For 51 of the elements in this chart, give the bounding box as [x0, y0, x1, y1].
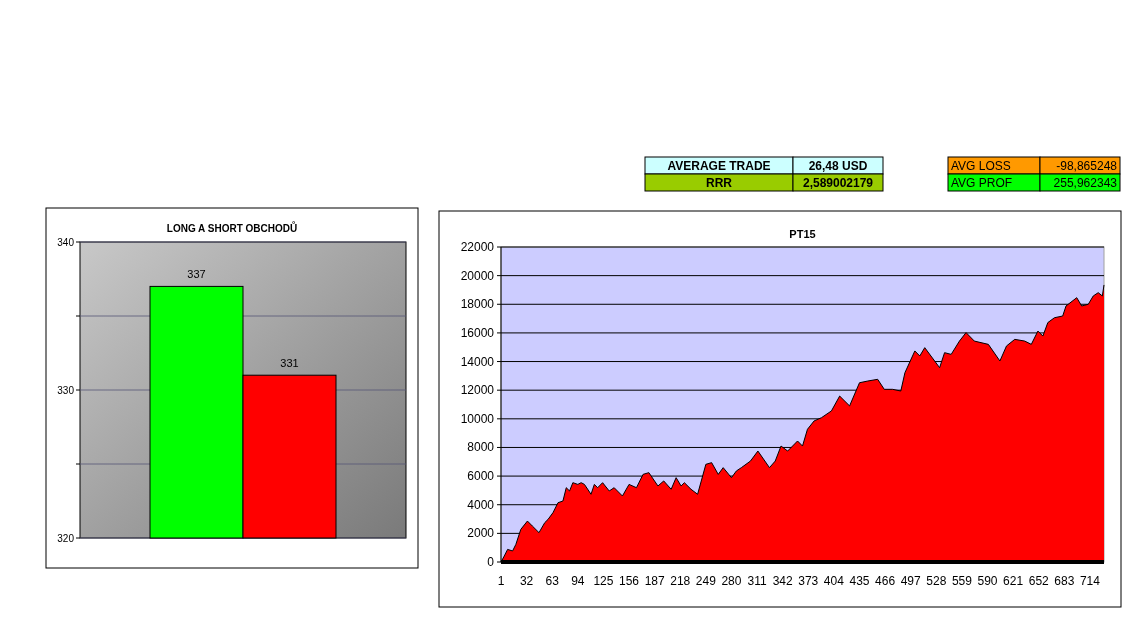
data-label: 337 [187, 268, 206, 281]
x-tick-label: 404 [823, 574, 845, 588]
text: RRR [706, 176, 733, 190]
x-tick-label: 187 [644, 574, 665, 588]
x-tick-label: 218 [670, 574, 691, 588]
y-tick-label: 4000 [467, 497, 495, 512]
y-tick-label: 320 [57, 533, 75, 544]
y-tick-label: 12000 [460, 383, 495, 398]
y-tick-label: 0 [487, 555, 495, 569]
text: 255,962343 [1053, 176, 1118, 190]
y-tick-label: 340 [57, 237, 75, 248]
x-tick-label: 714 [1079, 574, 1101, 588]
x-tick-label: 435 [849, 574, 870, 588]
x-tick-label: 590 [977, 574, 998, 588]
x-tick-label: 94 [571, 574, 585, 588]
x-tick-label: 63 [545, 574, 560, 588]
y-tick-label: 2000 [467, 526, 495, 541]
text: 2,589002179 [802, 176, 874, 190]
y-tick-label: 8000 [467, 440, 495, 455]
text: -98,865248 [1056, 159, 1118, 173]
x-tick-label: 559 [951, 574, 973, 588]
text: AVG PROF [951, 176, 1013, 190]
text: 26,48 USD [808, 159, 868, 173]
text: AVERAGE TRADE [667, 159, 771, 173]
x-tick-label: 249 [695, 574, 717, 588]
x-tick-label: 32 [519, 574, 534, 588]
y-tick-label: 6000 [467, 469, 495, 484]
data-label: 331 [280, 357, 299, 370]
x-tick-label: 311 [747, 574, 767, 588]
chart-title: LONG A SHORT OBCHODŮ [166, 221, 298, 234]
y-tick-label: 22000 [460, 240, 495, 254]
x-tick-label: 342 [772, 574, 794, 588]
y-tick-label: 18000 [460, 297, 495, 312]
x-tick-label: 156 [619, 574, 640, 588]
y-tick-label: 20000 [460, 268, 495, 283]
x-tick-label: 621 [1003, 574, 1024, 588]
text: AVG LOSS [951, 159, 1011, 173]
x-tick-label: 125 [593, 574, 614, 588]
y-tick-label: 14000 [460, 354, 495, 369]
x-tick-label: 652 [1028, 574, 1050, 588]
y-tick-label: 10000 [460, 411, 495, 426]
x-tick-label: 683 [1054, 574, 1075, 588]
x-tick-label: 528 [926, 574, 947, 588]
x-tick-label: 1 [497, 574, 505, 588]
x-tick-label: 280 [721, 574, 742, 588]
y-tick-label: 330 [57, 385, 75, 396]
y-tick-label: 16000 [460, 325, 495, 340]
chart-title: PT15 [789, 228, 816, 240]
x-tick-label: 373 [798, 574, 819, 588]
x-tick-label: 497 [900, 574, 922, 588]
x-tick-label: 466 [875, 574, 896, 588]
